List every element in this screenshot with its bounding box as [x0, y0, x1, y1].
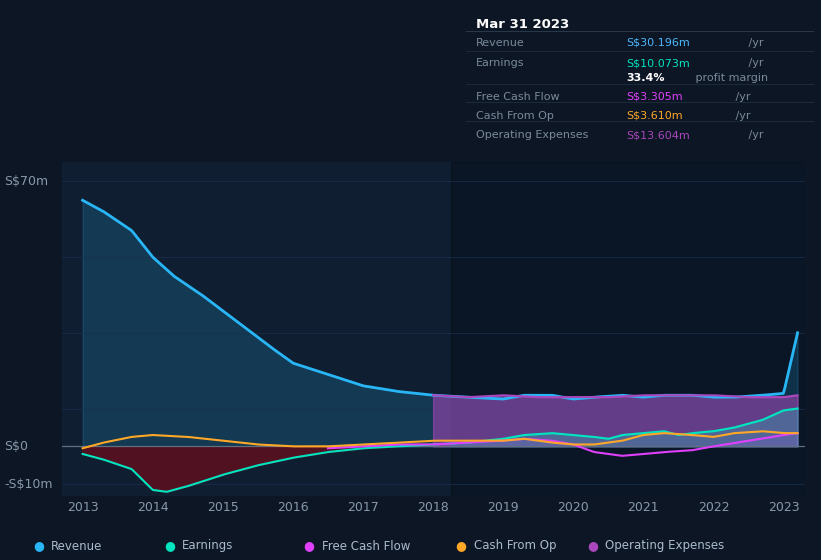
Text: S$10.073m: S$10.073m: [626, 58, 690, 68]
Text: S$0: S$0: [4, 440, 28, 453]
Text: Earnings: Earnings: [182, 539, 234, 553]
Text: S$3.305m: S$3.305m: [626, 92, 682, 102]
Text: Revenue: Revenue: [51, 539, 103, 553]
Text: /yr: /yr: [745, 130, 764, 140]
Text: Operating Expenses: Operating Expenses: [476, 130, 589, 140]
Text: Operating Expenses: Operating Expenses: [605, 539, 724, 553]
Text: /yr: /yr: [732, 92, 750, 102]
Text: Mar 31 2023: Mar 31 2023: [476, 18, 569, 31]
Text: /yr: /yr: [732, 111, 750, 120]
Text: Earnings: Earnings: [476, 58, 525, 68]
Text: Free Cash Flow: Free Cash Flow: [476, 92, 560, 102]
Text: ●: ●: [33, 539, 44, 553]
Text: Cash From Op: Cash From Op: [476, 111, 554, 120]
Text: -S$10m: -S$10m: [4, 478, 53, 491]
Text: Cash From Op: Cash From Op: [474, 539, 556, 553]
Text: Free Cash Flow: Free Cash Flow: [322, 539, 410, 553]
Text: Revenue: Revenue: [476, 38, 525, 48]
Text: S$3.610m: S$3.610m: [626, 111, 682, 120]
Text: S$13.604m: S$13.604m: [626, 130, 690, 140]
Text: ●: ●: [587, 539, 598, 553]
Bar: [451, 162, 805, 496]
Text: ●: ●: [164, 539, 175, 553]
Text: profit margin: profit margin: [692, 73, 768, 83]
Text: ●: ●: [456, 539, 466, 553]
Text: S$30.196m: S$30.196m: [626, 38, 690, 48]
Text: S$70m: S$70m: [4, 175, 48, 188]
Text: 33.4%: 33.4%: [626, 73, 664, 83]
Text: ●: ●: [304, 539, 314, 553]
Text: /yr: /yr: [745, 58, 764, 68]
Text: /yr: /yr: [745, 38, 764, 48]
